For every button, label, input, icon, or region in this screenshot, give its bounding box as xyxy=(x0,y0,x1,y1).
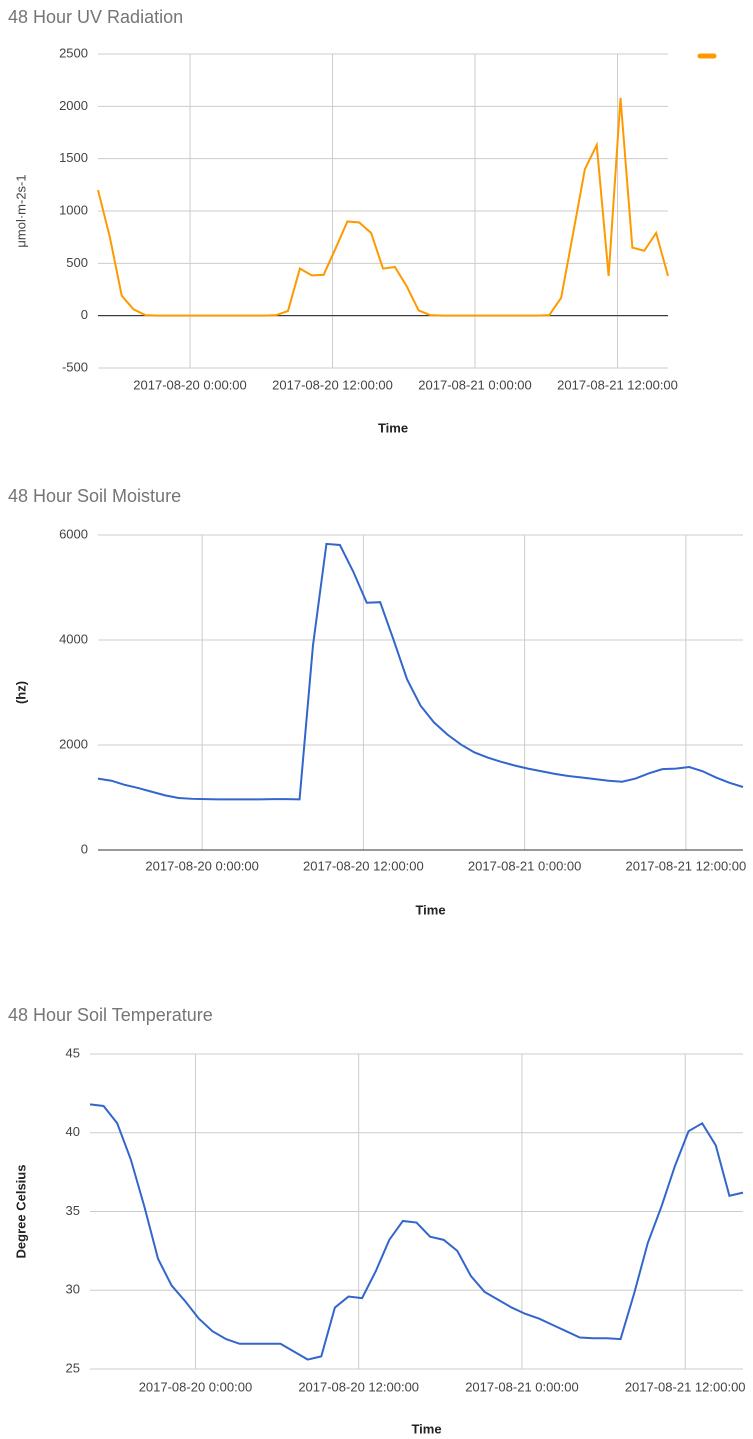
y-tick-label: 25 xyxy=(66,1360,80,1375)
y-tick-label: -500 xyxy=(62,359,88,374)
x-tick-label: 2017-08-21 0:00:00 xyxy=(418,377,531,392)
line-series xyxy=(89,1103,744,1361)
y-tick-label: 45 xyxy=(66,1045,80,1060)
x-tick-label: 2017-08-21 0:00:00 xyxy=(468,858,581,873)
x-tick-label: 2017-08-20 12:00:00 xyxy=(298,1379,419,1394)
line-series xyxy=(97,97,669,317)
y-tick-label: 1500 xyxy=(59,150,88,165)
y-tick-label: 0 xyxy=(81,841,88,856)
chart-title: 48 Hour Soil Temperature xyxy=(8,1005,213,1025)
x-tick-label: 2017-08-21 12:00:00 xyxy=(557,377,678,392)
x-tick-label: 2017-08-20 0:00:00 xyxy=(133,377,246,392)
x-tick-label: 2017-08-21 12:00:00 xyxy=(626,858,747,873)
x-tick-label: 2017-08-21 12:00:00 xyxy=(625,1379,746,1394)
y-tick-label: 0 xyxy=(81,307,88,322)
x-axis-title: Time xyxy=(411,1421,441,1436)
y-axis-title: Degree Celsius xyxy=(13,1165,28,1259)
chart-title: 48 Hour Soil Moisture xyxy=(8,486,181,506)
line-series xyxy=(97,542,744,801)
y-tick-label: 4000 xyxy=(59,631,88,646)
y-tick-label: 2000 xyxy=(59,736,88,751)
chart-title: 48 Hour UV Radiation xyxy=(8,7,183,27)
x-tick-label: 2017-08-20 12:00:00 xyxy=(303,858,424,873)
y-tick-label: 40 xyxy=(66,1124,80,1139)
x-axis-title: Time xyxy=(378,420,408,435)
y-tick-label: 35 xyxy=(66,1203,80,1218)
y-tick-label: 2000 xyxy=(59,98,88,113)
y-tick-label: 1000 xyxy=(59,202,88,217)
x-tick-label: 2017-08-20 0:00:00 xyxy=(145,858,258,873)
x-axis-title: Time xyxy=(415,902,445,917)
x-tick-label: 2017-08-20 12:00:00 xyxy=(272,377,393,392)
x-tick-label: 2017-08-20 0:00:00 xyxy=(139,1379,252,1394)
y-tick-label: 30 xyxy=(66,1282,80,1297)
y-tick-label: 2500 xyxy=(59,45,88,60)
x-tick-label: 2017-08-21 0:00:00 xyxy=(465,1379,578,1394)
y-tick-label: 6000 xyxy=(59,526,88,541)
y-axis-title: μmol·m-2s-1 xyxy=(13,174,28,247)
y-tick-label: 500 xyxy=(66,255,88,270)
y-axis-title: (hz) xyxy=(13,681,28,704)
